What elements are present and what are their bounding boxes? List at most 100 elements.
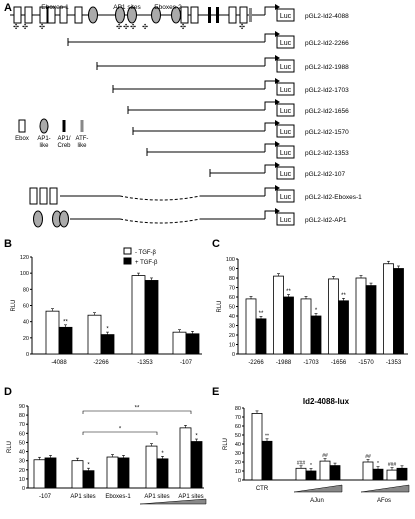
y-tick-label: 70 [229,286,235,292]
group-label: AJun [310,498,324,504]
y-axis-label: RLU [223,438,229,450]
bar [295,467,307,481]
luc-label: Luc [280,194,292,201]
x-tick-label: AP1 sites [178,494,203,500]
y-tick-label: 10 [229,343,235,349]
bar [185,333,200,355]
significance-marker: * [195,434,198,440]
eboxes2-label: Eboxes-2 [154,4,182,11]
ap1-like-symbol [59,210,69,228]
tss-arrow [264,101,275,110]
significance-marker: * [87,463,90,469]
significance-marker: ** [341,293,346,299]
y-tick-label: 10 [235,469,241,475]
bar [106,456,119,489]
y-tick-label: 0 [26,352,29,358]
bar [355,277,367,355]
y-axis-label: RLU [11,299,17,311]
bar [310,315,322,355]
tss-arrow [264,122,275,131]
construct-label: pGL2-Id2-1703 [305,87,349,94]
construct-label: pGL2-Id2-1353 [305,150,349,157]
significance-marker: * [377,461,379,467]
tss-arrowhead [275,141,280,147]
x-tick-label: -1570 [358,360,374,366]
legend-atf-icon [80,120,84,132]
bar [319,460,331,481]
legend-label: like [39,143,49,149]
tss-arrow [264,187,275,196]
x-tick-label: -107 [39,494,52,500]
luc-label: Luc [280,129,292,136]
x-tick-label: -1988 [276,360,292,366]
y-tick-label: 10 [19,477,25,483]
y-tick-label: 60 [235,424,241,430]
bar [82,470,95,489]
legend-label-minus: - TGF-β [135,250,157,256]
ajun-wedge [293,484,343,493]
legend-swatch-minus [123,247,132,255]
bar [117,457,130,489]
y-tick-label: 20 [229,333,235,339]
luc-label: Luc [280,150,292,157]
significance-marker: ** [63,319,68,325]
bar [190,441,203,489]
tss-arrow [264,33,275,42]
tss-arrowhead [275,162,280,168]
construct-label: pGL2-Id2-107 [305,171,345,178]
ebox-symbol [228,6,237,24]
luc-box [276,145,295,159]
luc-box [276,124,295,138]
site-marker: ✣ [22,23,28,31]
bar [100,334,115,355]
x-tick-label: Eboxes-1 [105,494,131,500]
tss-arrow [264,57,275,66]
chart-title: Id2-4088-lux [303,397,350,406]
ap1-like-symbol [171,6,181,24]
x-tick-label: -1703 [303,360,319,366]
y-axis-label: RLU [7,441,13,453]
bar [393,268,404,355]
bar [255,318,267,355]
y-tick-label: 60 [23,304,29,310]
bar [58,326,73,355]
x-tick-label: AP1 sites [70,494,95,500]
x-tick-label: -1656 [331,360,347,366]
significance-marker: * [161,451,164,457]
legend-ap1-icon [39,118,49,134]
panel-a-diagram: Luc pGL2-Id2-4088 Luc pGL2-Id2-2266 Luc pGL2-… [10,4,362,228]
panel-letter-e: E [212,386,220,398]
y-tick-label: 60 [229,295,235,301]
tss-arrowhead [275,99,280,105]
y-tick-label: 30 [235,451,241,457]
significance-marker: ** [259,311,264,317]
luc-label: Luc [280,87,292,94]
afos-wedge [360,484,410,493]
panel-letter-c: C [212,238,220,250]
ap1-like-symbol [88,6,98,24]
bar [305,470,317,481]
tss-arrowhead [275,55,280,61]
site-marker: ✣ [123,23,129,31]
y-tick-label: 100 [20,271,29,277]
ap1-like-symbol [33,210,43,228]
chart-c: 0 10 20 30 40 50 60 70 80 90 100 RLU ** -2266 ** -1988 *… [217,257,408,366]
tss-arrowhead [275,120,280,126]
tss-arrowhead [275,4,280,10]
y-tick-label: 60 [19,431,25,437]
y-tick-label: 90 [19,404,25,410]
site-marker: ✣ [180,23,186,31]
atf-like-symbol [249,8,252,22]
x-tick-label: -1353 [137,360,153,366]
legend-label: ATF- [76,136,89,142]
x-tick-label: -1353 [386,360,402,366]
construct-label: pGL2-Id2-Eboxes-1 [305,194,362,201]
bar [71,460,84,489]
y-tick-label: 40 [235,442,241,448]
y-tick-label: 20 [235,460,241,466]
y-tick-label: 0 [232,352,235,358]
y-tick-label: 70 [235,415,241,421]
luc-label: Luc [280,40,292,47]
bar [172,331,187,355]
ebox-symbol [74,6,83,24]
